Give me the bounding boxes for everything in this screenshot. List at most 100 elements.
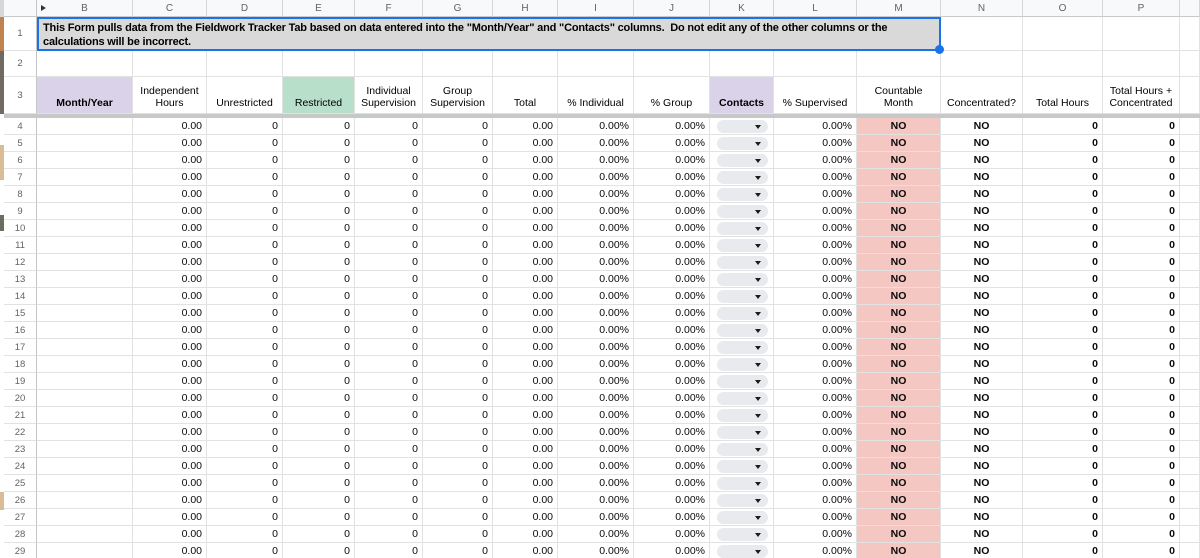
cell-O25[interactable]: 0 — [1023, 475, 1103, 492]
cell-C10[interactable]: 0.00 — [133, 220, 207, 237]
cell-D18[interactable]: 0 — [207, 356, 283, 373]
cell-I23[interactable]: 0.00% — [558, 441, 634, 458]
cell-L12[interactable]: 0.00% — [774, 254, 857, 271]
cell-B23[interactable] — [37, 441, 133, 458]
row-header-7[interactable]: 7 — [4, 169, 37, 186]
cell-E25[interactable]: 0 — [283, 475, 355, 492]
cell-F21[interactable]: 0 — [355, 407, 423, 424]
cell-L29[interactable]: 0.00% — [774, 543, 857, 558]
cell-J15[interactable]: 0.00% — [634, 305, 710, 322]
cell-O4[interactable]: 0 — [1023, 118, 1103, 135]
cell-D21[interactable]: 0 — [207, 407, 283, 424]
cell-J21[interactable]: 0.00% — [634, 407, 710, 424]
cell-K18[interactable] — [710, 356, 774, 373]
cell-G20[interactable]: 0 — [423, 390, 493, 407]
cell-K27[interactable] — [710, 509, 774, 526]
cell-I28[interactable]: 0.00% — [558, 526, 634, 543]
cell-B18[interactable] — [37, 356, 133, 373]
cell-L2[interactable] — [774, 51, 857, 77]
cell-P21[interactable]: 0 — [1103, 407, 1180, 424]
cell-G13[interactable]: 0 — [423, 271, 493, 288]
cell-H26[interactable]: 0.00 — [493, 492, 558, 509]
cell-J10[interactable]: 0.00% — [634, 220, 710, 237]
selection-fill-handle[interactable] — [935, 45, 944, 54]
cell-I11[interactable]: 0.00% — [558, 237, 634, 254]
cell-D13[interactable]: 0 — [207, 271, 283, 288]
cell-F8[interactable]: 0 — [355, 186, 423, 203]
cell-F19[interactable]: 0 — [355, 373, 423, 390]
cell-E14[interactable]: 0 — [283, 288, 355, 305]
cell-G9[interactable]: 0 — [423, 203, 493, 220]
cell-M8[interactable]: NO — [857, 186, 941, 203]
cell-B10[interactable] — [37, 220, 133, 237]
cell-K26[interactable] — [710, 492, 774, 509]
cell-G14[interactable]: 0 — [423, 288, 493, 305]
cell-J11[interactable]: 0.00% — [634, 237, 710, 254]
cell-N18[interactable]: NO — [941, 356, 1023, 373]
cell-G28[interactable]: 0 — [423, 526, 493, 543]
column-header-H[interactable]: H — [493, 0, 558, 17]
column-title-K[interactable]: Contacts — [710, 77, 774, 114]
contacts-dropdown[interactable] — [717, 494, 768, 507]
cell-K13[interactable] — [710, 271, 774, 288]
cell-P9[interactable]: 0 — [1103, 203, 1180, 220]
cell-I29[interactable]: 0.00% — [558, 543, 634, 558]
column-header-O[interactable]: O — [1023, 0, 1103, 17]
cell-M21[interactable]: NO — [857, 407, 941, 424]
cell-E18[interactable]: 0 — [283, 356, 355, 373]
row-header-5[interactable]: 5 — [4, 135, 37, 152]
cell-H24[interactable]: 0.00 — [493, 458, 558, 475]
cell-M14[interactable]: NO — [857, 288, 941, 305]
cell-I16[interactable]: 0.00% — [558, 322, 634, 339]
cell-P22[interactable]: 0 — [1103, 424, 1180, 441]
column-title-B[interactable]: Month/Year — [37, 77, 133, 114]
cell-O14[interactable]: 0 — [1023, 288, 1103, 305]
column-title-J[interactable]: % Group — [634, 77, 710, 114]
cell-O16[interactable]: 0 — [1023, 322, 1103, 339]
row-header-6[interactable]: 6 — [4, 152, 37, 169]
cell-M16[interactable]: NO — [857, 322, 941, 339]
cell-B5[interactable] — [37, 135, 133, 152]
cell-partial-10[interactable] — [1180, 220, 1200, 237]
cell-J18[interactable]: 0.00% — [634, 356, 710, 373]
contacts-dropdown[interactable] — [717, 137, 768, 150]
cell-K16[interactable] — [710, 322, 774, 339]
cell-B6[interactable] — [37, 152, 133, 169]
contacts-dropdown[interactable] — [717, 426, 768, 439]
cell-K15[interactable] — [710, 305, 774, 322]
cell-J9[interactable]: 0.00% — [634, 203, 710, 220]
cell-B21[interactable] — [37, 407, 133, 424]
cell-C17[interactable]: 0.00 — [133, 339, 207, 356]
cell-B12[interactable] — [37, 254, 133, 271]
cell-M7[interactable]: NO — [857, 169, 941, 186]
cell-L9[interactable]: 0.00% — [774, 203, 857, 220]
cell-C27[interactable]: 0.00 — [133, 509, 207, 526]
cell-G6[interactable]: 0 — [423, 152, 493, 169]
cell-I9[interactable]: 0.00% — [558, 203, 634, 220]
cell-E28[interactable]: 0 — [283, 526, 355, 543]
cell-G26[interactable]: 0 — [423, 492, 493, 509]
contacts-dropdown[interactable] — [717, 205, 768, 218]
contacts-dropdown[interactable] — [717, 375, 768, 388]
cell-B19[interactable] — [37, 373, 133, 390]
cell-M17[interactable]: NO — [857, 339, 941, 356]
cell-partial-19[interactable] — [1180, 373, 1200, 390]
cell-N22[interactable]: NO — [941, 424, 1023, 441]
cell-C4[interactable]: 0.00 — [133, 118, 207, 135]
cell-G29[interactable]: 0 — [423, 543, 493, 558]
cell-D22[interactable]: 0 — [207, 424, 283, 441]
cell-B7[interactable] — [37, 169, 133, 186]
cell-H27[interactable]: 0.00 — [493, 509, 558, 526]
cell-I5[interactable]: 0.00% — [558, 135, 634, 152]
cell-D20[interactable]: 0 — [207, 390, 283, 407]
cell-O11[interactable]: 0 — [1023, 237, 1103, 254]
cell-M26[interactable]: NO — [857, 492, 941, 509]
cell-P6[interactable]: 0 — [1103, 152, 1180, 169]
cell-H15[interactable]: 0.00 — [493, 305, 558, 322]
cell-E22[interactable]: 0 — [283, 424, 355, 441]
column-header-N[interactable]: N — [941, 0, 1023, 17]
cell-J17[interactable]: 0.00% — [634, 339, 710, 356]
cell-G12[interactable]: 0 — [423, 254, 493, 271]
cell-D27[interactable]: 0 — [207, 509, 283, 526]
cell-K4[interactable] — [710, 118, 774, 135]
